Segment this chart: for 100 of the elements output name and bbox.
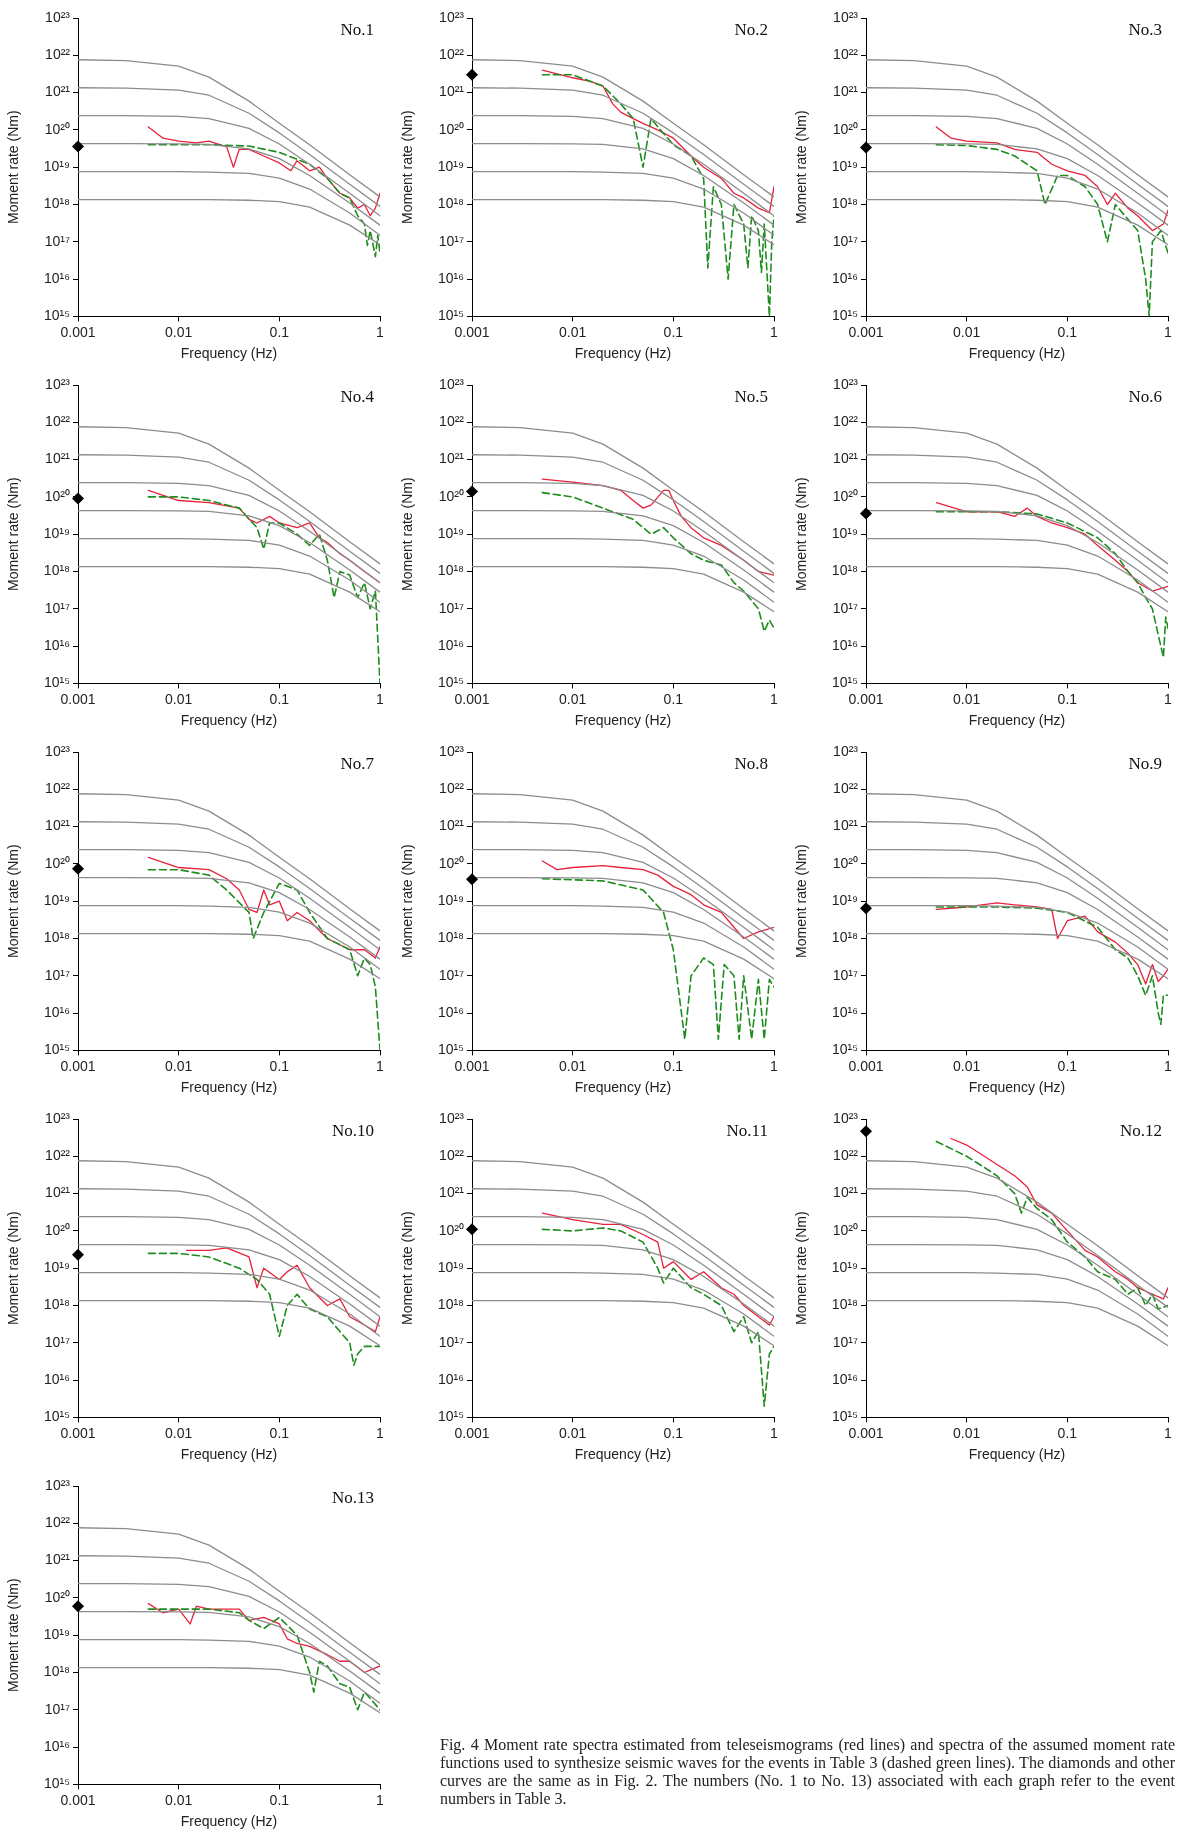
y-tick-label: 10¹⁵ <box>831 1041 858 1058</box>
y-tick-label: 10¹⁷ <box>44 599 70 616</box>
x-tick-label: 1 <box>770 1057 779 1074</box>
y-tick-label: 10¹⁷ <box>438 966 464 983</box>
chart-title: No.10 <box>331 1120 374 1140</box>
x-tick-label: 0.01 <box>165 1791 193 1808</box>
chart-title: No.9 <box>1128 753 1162 773</box>
x-tick-label: 0.1 <box>663 1057 684 1074</box>
x-tick-label: 1 <box>770 1424 779 1441</box>
y-tick-label: 10¹⁷ <box>832 966 858 983</box>
chart-title: No.8 <box>734 753 768 773</box>
x-tick-label: 0.001 <box>848 1057 884 1074</box>
x-tick-label: 0.001 <box>60 1791 96 1808</box>
x-tick-label: 0.01 <box>559 323 587 340</box>
y-tick-label: 10²³ <box>833 375 859 392</box>
y-tick-label: 10¹⁸ <box>43 195 71 212</box>
y-tick-label: 10²³ <box>439 375 465 392</box>
y-tick-label: 10¹⁶ <box>44 1737 70 1754</box>
y-tick-label: 10¹⁷ <box>438 1333 464 1350</box>
y-tick-label: 10¹⁹ <box>437 158 464 175</box>
y-tick-label: 10²⁰ <box>44 120 70 137</box>
y-tick-label: 10¹⁵ <box>437 1408 464 1425</box>
y-tick-label: 10²⁰ <box>438 120 464 137</box>
y-tick-label: 10²¹ <box>439 450 465 467</box>
y-tick-label: 10¹⁵ <box>831 1408 858 1425</box>
x-tick-label: 0.1 <box>663 690 684 707</box>
y-tick-label: 10¹⁶ <box>44 269 70 286</box>
y-tick-label: 10²³ <box>45 8 71 25</box>
y-tick-label: 10²³ <box>833 8 859 25</box>
x-tick-label: 0.01 <box>559 1057 587 1074</box>
x-tick-label: 1 <box>1164 1424 1173 1441</box>
y-axis-title: Moment rate (Nm) <box>5 477 22 591</box>
y-tick-label: 10¹⁹ <box>831 1259 858 1276</box>
y-axis-title: Moment rate (Nm) <box>793 1211 810 1325</box>
y-tick-label: 10²¹ <box>833 1184 859 1201</box>
y-tick-label: 10²³ <box>45 1476 71 1493</box>
y-tick-label: 10²² <box>833 1147 859 1164</box>
x-tick-label: 0.001 <box>454 323 490 340</box>
y-tick-label: 10²³ <box>439 1109 465 1126</box>
x-tick-label: 0.001 <box>454 1057 490 1074</box>
y-tick-label: 10¹⁸ <box>437 929 465 946</box>
y-axis-title: Moment rate (Nm) <box>5 1578 22 1692</box>
x-axis-title: Frequency (Hz) <box>968 1079 1066 1096</box>
y-tick-label: 10¹⁵ <box>831 307 858 324</box>
y-tick-label: 10¹⁹ <box>831 525 858 542</box>
y-tick-label: 10²² <box>439 46 465 63</box>
x-tick-label: 0.01 <box>953 323 981 340</box>
y-tick-label: 10¹⁸ <box>43 929 71 946</box>
chart-title: No.4 <box>340 386 375 406</box>
y-tick-label: 10¹⁵ <box>43 674 70 691</box>
x-tick-label: 1 <box>1164 1057 1173 1074</box>
x-tick-label: 0.1 <box>269 1057 290 1074</box>
y-axis-title: Moment rate (Nm) <box>5 110 22 224</box>
y-tick-label: 10¹⁷ <box>832 1333 858 1350</box>
y-tick-label: 10²² <box>439 413 465 430</box>
x-tick-label: 0.1 <box>269 1791 290 1808</box>
y-axis-title: Moment rate (Nm) <box>793 844 810 958</box>
y-tick-label: 10¹⁷ <box>44 232 70 249</box>
y-tick-label: 10¹⁶ <box>832 1003 858 1020</box>
y-tick-label: 10¹⁹ <box>831 158 858 175</box>
y-tick-label: 10¹⁸ <box>831 562 859 579</box>
x-tick-label: 0.001 <box>60 1424 96 1441</box>
y-tick-label: 10²² <box>45 1514 71 1531</box>
y-tick-label: 10¹⁹ <box>831 892 858 909</box>
y-tick-label: 10²¹ <box>833 83 859 100</box>
chart-title: No.12 <box>1119 1120 1162 1140</box>
x-tick-label: 0.01 <box>165 1057 193 1074</box>
x-tick-label: 0.001 <box>60 323 96 340</box>
x-tick-label: 0.1 <box>663 323 684 340</box>
x-tick-label: 0.1 <box>269 1424 290 1441</box>
y-tick-label: 10²⁰ <box>438 487 464 504</box>
y-axis-title: Moment rate (Nm) <box>399 844 416 958</box>
x-tick-label: 1 <box>376 323 385 340</box>
x-tick-label: 0.1 <box>663 1424 684 1441</box>
y-tick-label: 10¹⁵ <box>43 1775 70 1792</box>
y-tick-label: 10¹⁵ <box>437 1041 464 1058</box>
y-tick-label: 10¹⁸ <box>831 929 859 946</box>
chart-title: No.6 <box>1128 386 1162 406</box>
y-tick-label: 10²¹ <box>45 1184 71 1201</box>
y-tick-label: 10¹⁹ <box>43 892 70 909</box>
y-tick-label: 10²¹ <box>439 817 465 834</box>
y-tick-label: 10¹⁸ <box>831 195 859 212</box>
y-tick-label: 10¹⁶ <box>438 1003 464 1020</box>
y-tick-label: 10¹⁸ <box>43 1296 71 1313</box>
x-tick-label: 0.001 <box>848 1424 884 1441</box>
x-tick-label: 0.01 <box>953 1424 981 1441</box>
x-tick-label: 0.1 <box>269 323 290 340</box>
chart-title: No.13 <box>331 1487 374 1507</box>
y-tick-label: 10¹⁸ <box>831 1296 859 1313</box>
y-tick-label: 10¹⁶ <box>832 636 858 653</box>
y-tick-label: 10¹⁶ <box>438 636 464 653</box>
y-tick-label: 10¹⁹ <box>43 1259 70 1276</box>
chart-title: No.2 <box>734 19 768 39</box>
caption: Fig. 4 Moment rate spectra estimated from teleseismograms (red lines) and spectra of the assumed moment rate functions used to synthesize seismic waves for the events in Table 3 (dashed green lines). The diamonds and other curves are the same as in Fig. 2. The numbers (No. 1 to No. 13) associated with each graph refer to the event numbers in Table 3. <box>440 1736 1175 1808</box>
y-tick-label: 10¹⁹ <box>43 525 70 542</box>
y-tick-label: 10¹⁸ <box>437 1296 465 1313</box>
y-tick-label: 10²² <box>439 1147 465 1164</box>
x-axis-title: Frequency (Hz) <box>180 712 278 729</box>
y-tick-label: 10¹⁷ <box>44 1700 70 1717</box>
y-tick-label: 10¹⁶ <box>832 269 858 286</box>
